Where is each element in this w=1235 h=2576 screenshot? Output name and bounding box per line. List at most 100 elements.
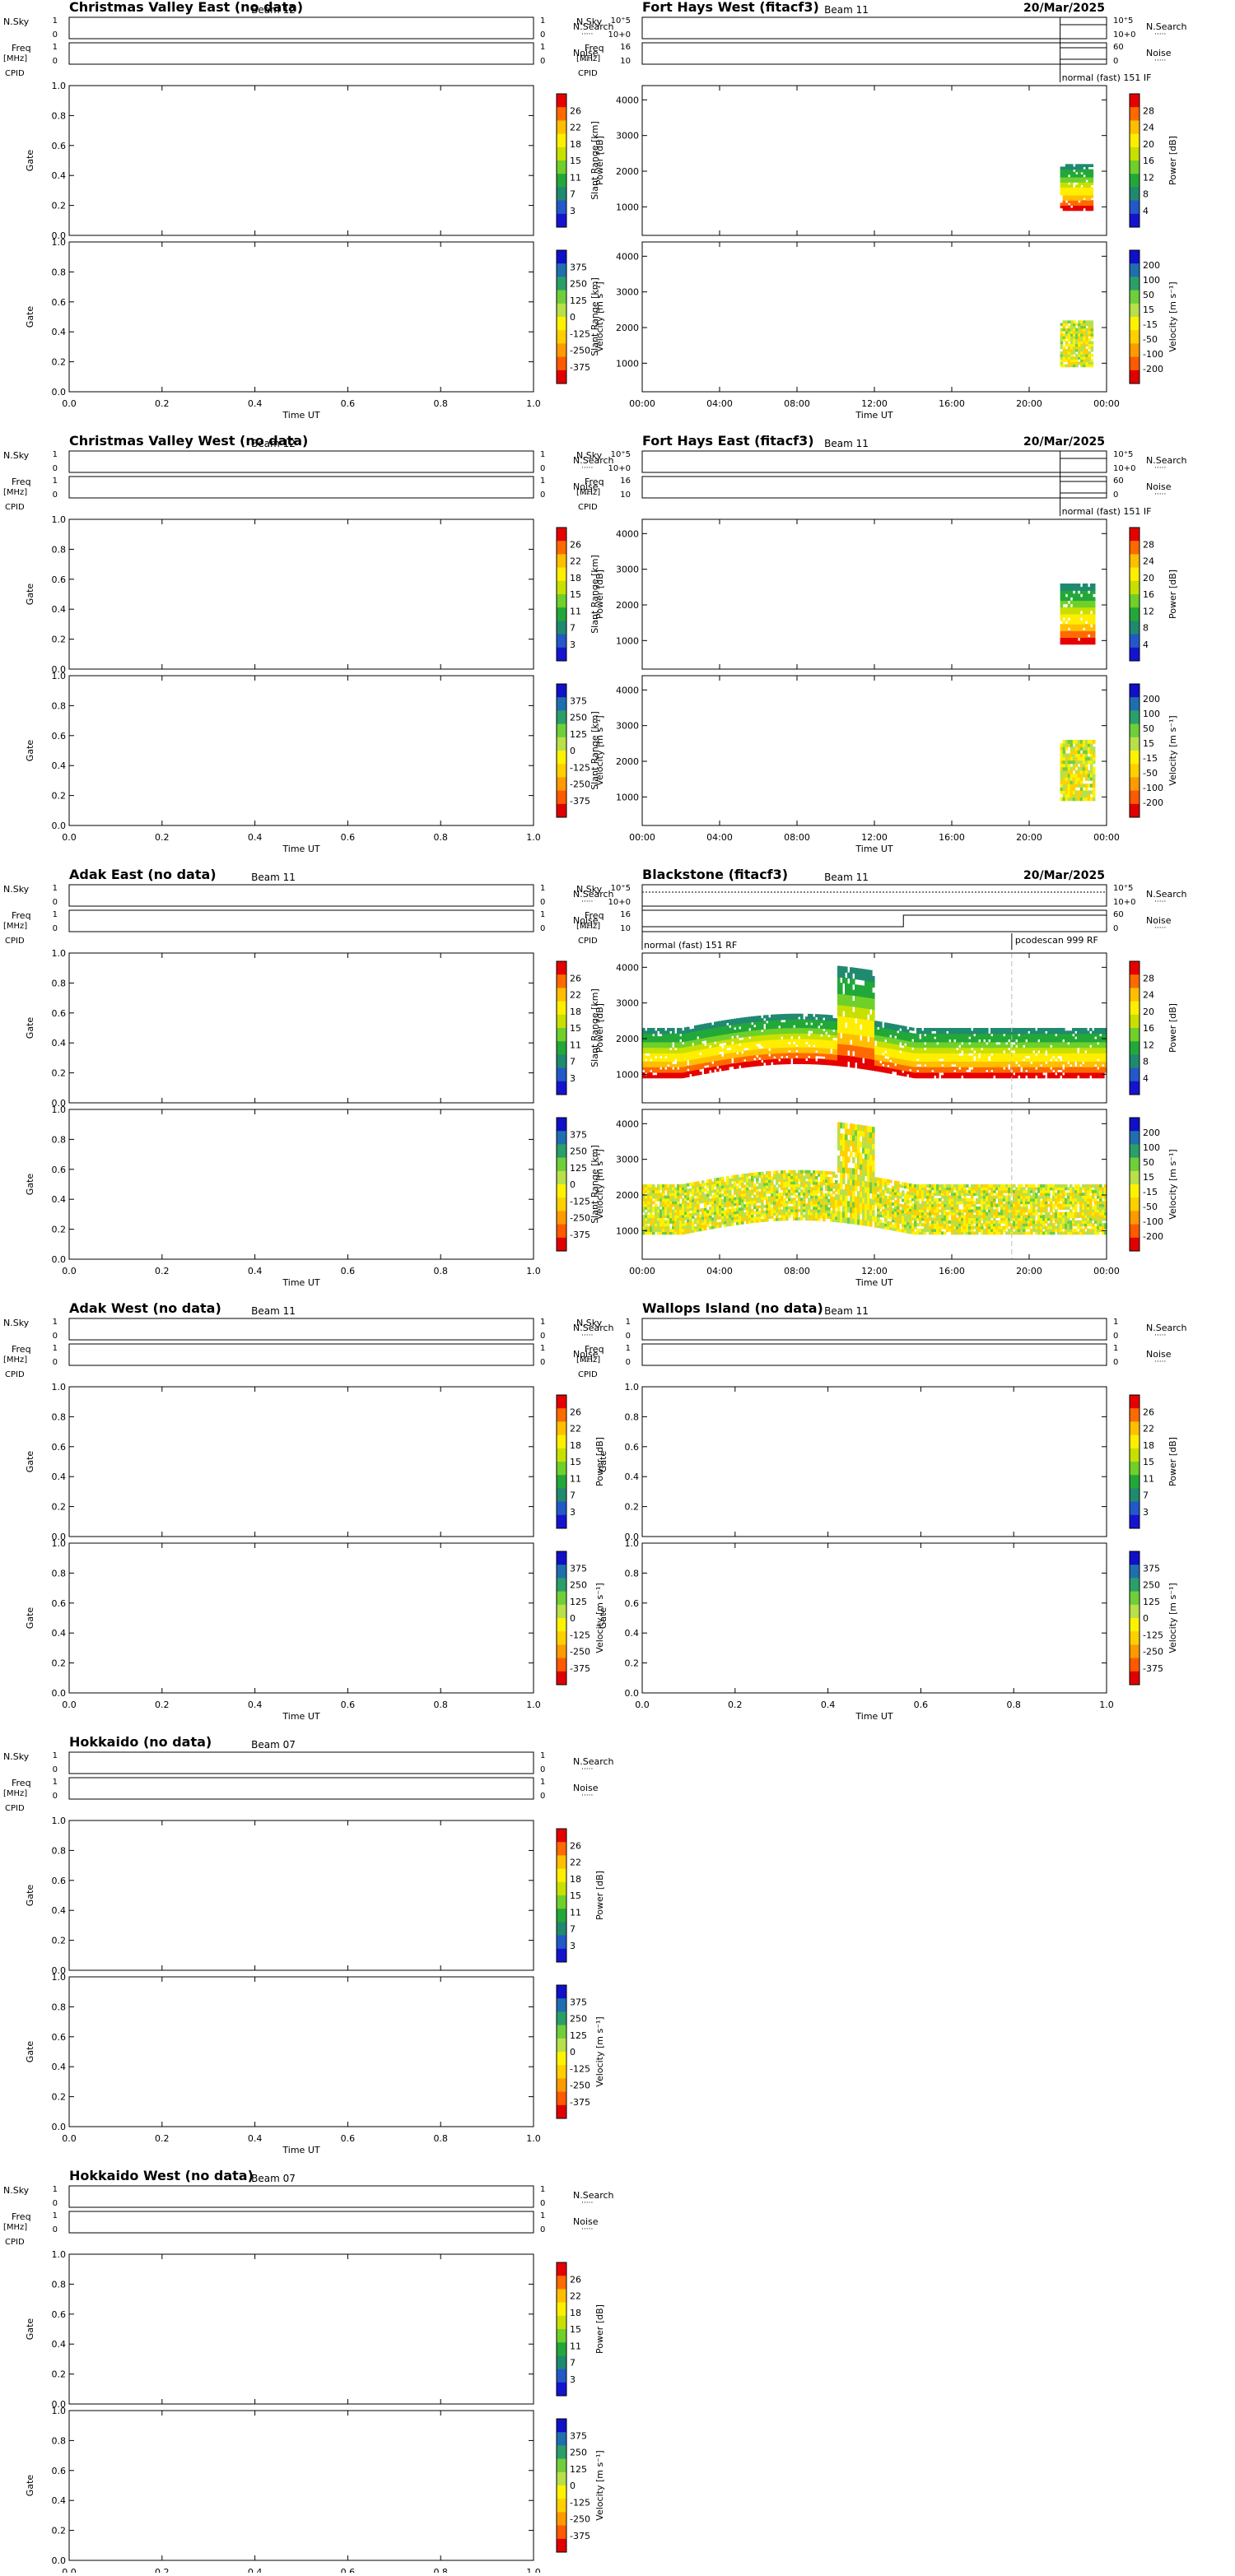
freq-label: Freq [585,910,604,921]
x-tick-label: 0.4 [248,1266,263,1276]
nsky-tick-bottom: 10+0 [608,898,631,907]
colorbar-swatch [1130,1395,1139,1409]
colorbar-swatch [1130,541,1139,555]
colorbar-swatch [1130,594,1139,608]
freq-strip [642,910,1107,932]
colorbar-swatch [557,1658,566,1672]
freq-tick-top: 1 [53,43,58,52]
colorbar-tick-label: 250 [1143,1580,1160,1591]
colorbar-swatch [557,635,566,649]
y-axis-label: Gate [25,1607,35,1630]
freq-tick-bottom: 10 [620,491,631,500]
colorbar-swatch [557,120,566,134]
velocity-plot-frame [69,1109,534,1259]
colorbar-tick-label: -375 [570,362,590,373]
colorbar-tick-label: 250 [570,1580,587,1591]
y-tick-label: 0.6 [52,1008,67,1019]
y-tick-label: 0.6 [52,1442,67,1453]
colorbar-swatch [1130,1605,1139,1619]
nsearch-dots: ····· [1154,1332,1166,1340]
colorbar-swatch [1130,777,1139,791]
colorbar-tick-label: -100 [1143,783,1163,793]
colorbar-tick-label: 20 [1143,1007,1154,1017]
x-tick-label: 0.4 [248,2133,263,2144]
colorbar-tick-label: 250 [570,279,587,290]
colorbar-swatch [557,2092,566,2106]
colorbar-swatch [557,1605,566,1619]
y-tick-label: 0.6 [625,1598,640,1609]
freq-tick-bottom: 10 [620,57,631,66]
velocity-echo-region [1060,320,1094,367]
colorbar-swatch [557,277,566,291]
velocity-plot-frame [69,676,534,825]
y-tick-label: 1.0 [52,514,67,525]
nsky-right-bottom: 10+0 [1113,30,1135,40]
colorbar-swatch [557,1408,566,1422]
y-tick-label: 4000 [616,1118,639,1129]
y-tick-label: 0.8 [52,1568,67,1579]
colorbar-swatch [557,2526,566,2540]
x-tick-label: 08:00 [784,1266,810,1276]
nsky-strip [69,451,534,472]
colorbar-tick-label: 28 [1143,973,1154,983]
velocity-echo-region [642,1123,1107,1235]
colorbar-swatch [557,1158,566,1172]
velocity-plot-frame [642,242,1107,392]
y-tick-label: 1.0 [52,237,67,248]
colorbar-tick-label: 24 [1143,123,1154,133]
y-tick-label: 0.6 [52,1598,67,1609]
power-plot-frame [642,86,1107,235]
colorbar-tick-label: 12 [1143,172,1154,183]
y-tick-label: 3000 [616,1155,639,1165]
freq-strip [69,477,534,498]
nsky-right-bottom: 0 [540,30,545,40]
nsky-tick-bottom: 0 [53,2199,58,2208]
freq-right-top: 60 [1113,43,1124,52]
colorbar-swatch [1130,1502,1139,1516]
y-tick-label: 1.0 [52,1382,67,1393]
colorbar-swatch [557,1184,566,1198]
x-axis-label: Time UT [282,2145,319,2155]
colorbar-tick-label: 15 [1143,305,1154,315]
colorbar-swatch [557,581,566,595]
colorbar-tick-label: 50 [1143,1157,1154,1168]
y-tick-label: 0.0 [52,2555,67,2566]
colorbar-swatch [1130,94,1139,108]
colorbar-tick-label: 7 [570,1924,576,1935]
colorbar-swatch [557,1672,566,1686]
colorbar-tick-label: 26 [570,1840,581,1851]
x-tick-label: 1.0 [1099,1700,1114,1710]
colorbar-tick-label: 4 [1143,639,1149,650]
colorbar-tick-label: 4 [1143,1073,1149,1084]
colorbar-swatch [557,1041,566,1055]
colorbar-swatch [557,1131,566,1145]
nsearch-label: N.Search [1146,455,1187,466]
freq-right-bottom: 0 [1113,1358,1118,1367]
x-tick-label: 04:00 [706,832,733,843]
colorbar-tick-label: 20 [1143,139,1154,150]
colorbar-swatch [557,1054,566,1068]
freq-unit-label: [MHz] [3,54,27,63]
colorbar-tick-label: 125 [570,2464,587,2475]
y-tick-label: 0.0 [52,2122,67,2132]
colorbar-swatch [1130,791,1139,805]
y-tick-label: 1.0 [625,1538,640,1549]
colorbar-swatch [557,1488,566,1502]
nsearch-dots: ····· [581,30,593,39]
colorbar-tick-label: -375 [1143,1663,1163,1674]
colorbar-swatch [557,1144,566,1158]
y-tick-label: 2000 [616,323,639,333]
power-plot-frame [642,1387,1107,1537]
colorbar-swatch [557,684,566,698]
y-tick-label: 1.0 [52,1972,67,1983]
nsky-strip [69,1318,534,1340]
y-tick-label: 4000 [616,251,639,262]
nsky-strip [69,2186,534,2207]
panel-title: Wallops Island (no data) [642,1300,823,1316]
colorbar-tick-label: -250 [570,346,590,356]
x-axis-label: Time UT [855,1711,892,1722]
y-tick-label: 0.8 [52,978,67,988]
